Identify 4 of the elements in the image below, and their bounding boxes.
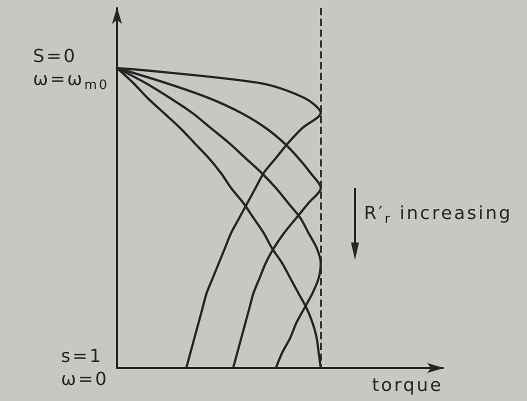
x-axis-title: torque	[372, 374, 444, 397]
y-tick-label: S=0 ω=ω$_{m0}$	[33, 45, 110, 93]
y-tick-label: s=1 ω=0	[61, 345, 109, 391]
text: R′$_{r}$ increasing	[364, 202, 512, 227]
